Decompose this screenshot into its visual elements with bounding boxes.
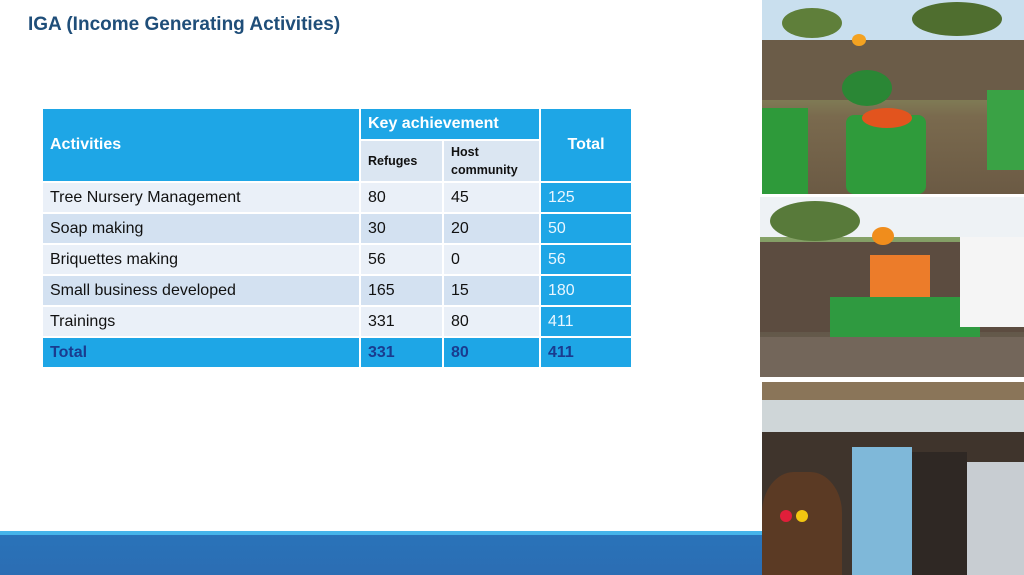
cell-refuges: 331 xyxy=(361,307,442,336)
header-refuges: Refuges xyxy=(361,141,442,181)
cell-refuges: 80 xyxy=(361,183,442,212)
cell-total: 50 xyxy=(541,214,631,243)
cell-refuges: 56 xyxy=(361,245,442,274)
cell-host: 15 xyxy=(444,276,539,305)
cell-host: 45 xyxy=(444,183,539,212)
cell-total: 56 xyxy=(541,245,631,274)
table-row: Tree Nursery Management 80 45 125 xyxy=(43,183,631,212)
header-host-community: Host community xyxy=(444,141,539,181)
cell-total: 180 xyxy=(541,276,631,305)
table-row: Soap making 30 20 50 xyxy=(43,214,631,243)
total-refuges: 331 xyxy=(361,338,442,367)
footer-accent-line xyxy=(0,531,762,535)
cell-activity: Soap making xyxy=(43,214,359,243)
table-row: Small business developed 165 15 180 xyxy=(43,276,631,305)
table-row: Briquettes making 56 0 56 xyxy=(43,245,631,274)
total-host: 80 xyxy=(444,338,539,367)
cell-host: 20 xyxy=(444,214,539,243)
cell-refuges: 165 xyxy=(361,276,442,305)
photo-machine-demonstration xyxy=(760,197,1024,377)
iga-table: Activities Key achievement Total Refuges… xyxy=(41,107,633,369)
photo-briquette-machines xyxy=(762,0,1024,194)
total-total: 411 xyxy=(541,338,631,367)
header-key-achievement: Key achievement xyxy=(361,109,539,139)
header-total: Total xyxy=(541,109,631,181)
cell-total: 125 xyxy=(541,183,631,212)
cell-total: 411 xyxy=(541,307,631,336)
table-row: Trainings 331 80 411 xyxy=(43,307,631,336)
footer-band xyxy=(0,535,762,575)
cell-host: 0 xyxy=(444,245,539,274)
cell-activity: Trainings xyxy=(43,307,359,336)
cell-refuges: 30 xyxy=(361,214,442,243)
page-title: IGA (Income Generating Activities) xyxy=(28,14,341,35)
photo-training-session xyxy=(762,382,1024,575)
total-label: Total xyxy=(43,338,359,367)
header-activities: Activities xyxy=(43,109,359,181)
cell-activity: Tree Nursery Management xyxy=(43,183,359,212)
total-row: Total 331 80 411 xyxy=(43,338,631,367)
cell-host: 80 xyxy=(444,307,539,336)
cell-activity: Small business developed xyxy=(43,276,359,305)
cell-activity: Briquettes making xyxy=(43,245,359,274)
